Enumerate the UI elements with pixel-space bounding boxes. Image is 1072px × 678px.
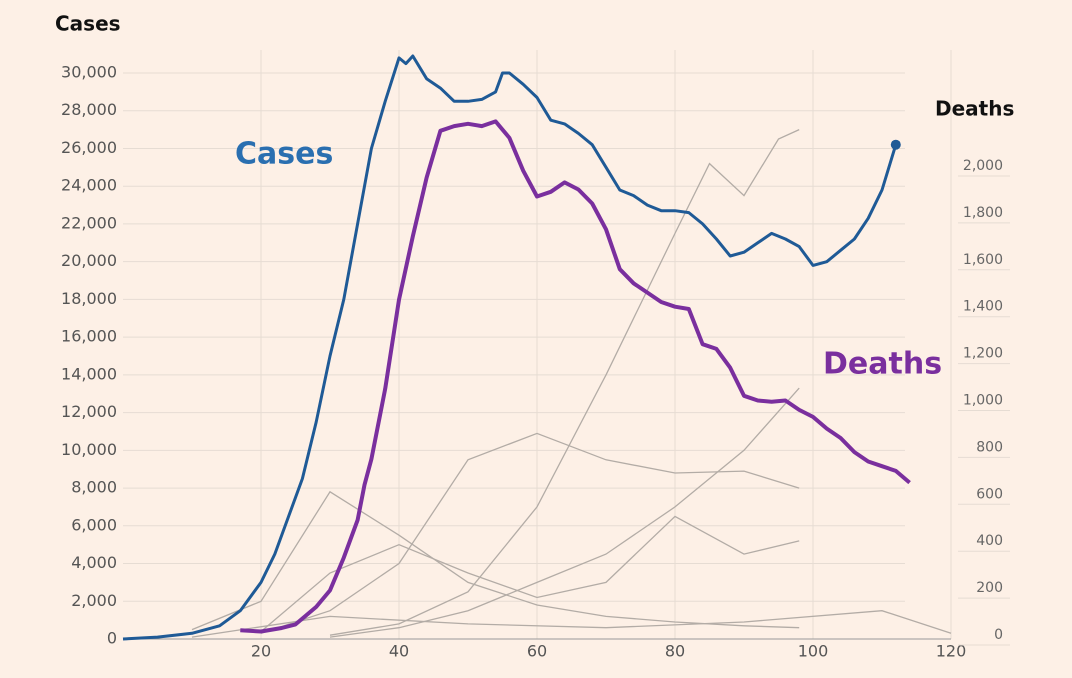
y-tick-label: 12,000 (61, 402, 117, 421)
y-axis-title: Cases (55, 12, 121, 36)
x-tick-label: 80 (665, 642, 685, 661)
y-tick-label: 30,000 (61, 63, 117, 82)
other-line (329, 387, 800, 638)
y-tick-label: 0 (107, 629, 117, 648)
other-line (191, 610, 952, 638)
y2-tick-label: 2,000 (963, 158, 1003, 174)
y2-tick-label: 600 (976, 486, 1003, 502)
x-tick-label: 40 (389, 642, 409, 661)
y-tick-label: 14,000 (61, 364, 117, 383)
y2-axis-title: Deaths (935, 97, 1014, 121)
y2-tick-label: 1,200 (963, 346, 1003, 362)
y-tick-label: 28,000 (61, 100, 117, 119)
y-tick-label: 22,000 (61, 213, 117, 232)
x-tick-label: 60 (527, 642, 547, 661)
y-tick-label: 4,000 (71, 553, 117, 572)
x-tick-label: 20 (251, 642, 271, 661)
other-line (260, 515, 800, 632)
x-tick-label: 120 (936, 642, 967, 661)
y2-tick-label: 0 (994, 627, 1003, 643)
y-tick-label: 10,000 (61, 440, 117, 459)
annotation: Deaths (823, 347, 942, 382)
y-tick-label: 8,000 (71, 478, 117, 497)
x-tick-label: 100 (798, 642, 829, 661)
end-dot (890, 139, 901, 150)
other-line (260, 432, 800, 634)
y-tick-label: 20,000 (61, 251, 117, 270)
y-tick-label: 16,000 (61, 327, 117, 346)
y2-tick-label: 1,000 (963, 393, 1003, 409)
y2-tick-label: 1,600 (963, 252, 1003, 268)
y2-tick-label: 400 (976, 533, 1003, 549)
other-line (329, 129, 800, 636)
y-tick-label: 24,000 (61, 176, 117, 195)
series-line (240, 119, 911, 634)
y2-tick-label: 1,400 (963, 299, 1003, 315)
y2-tick-label: 1,800 (963, 205, 1003, 221)
y2-tick-label: 800 (976, 439, 1003, 455)
y-tick-label: 26,000 (61, 138, 117, 157)
y-tick-label: 6,000 (71, 515, 117, 534)
y-tick-label: 2,000 (71, 591, 117, 610)
series-line (122, 54, 898, 641)
y-tick-label: 18,000 (61, 289, 117, 308)
annotation: Cases (235, 137, 333, 172)
y2-tick-label: 200 (976, 580, 1003, 596)
